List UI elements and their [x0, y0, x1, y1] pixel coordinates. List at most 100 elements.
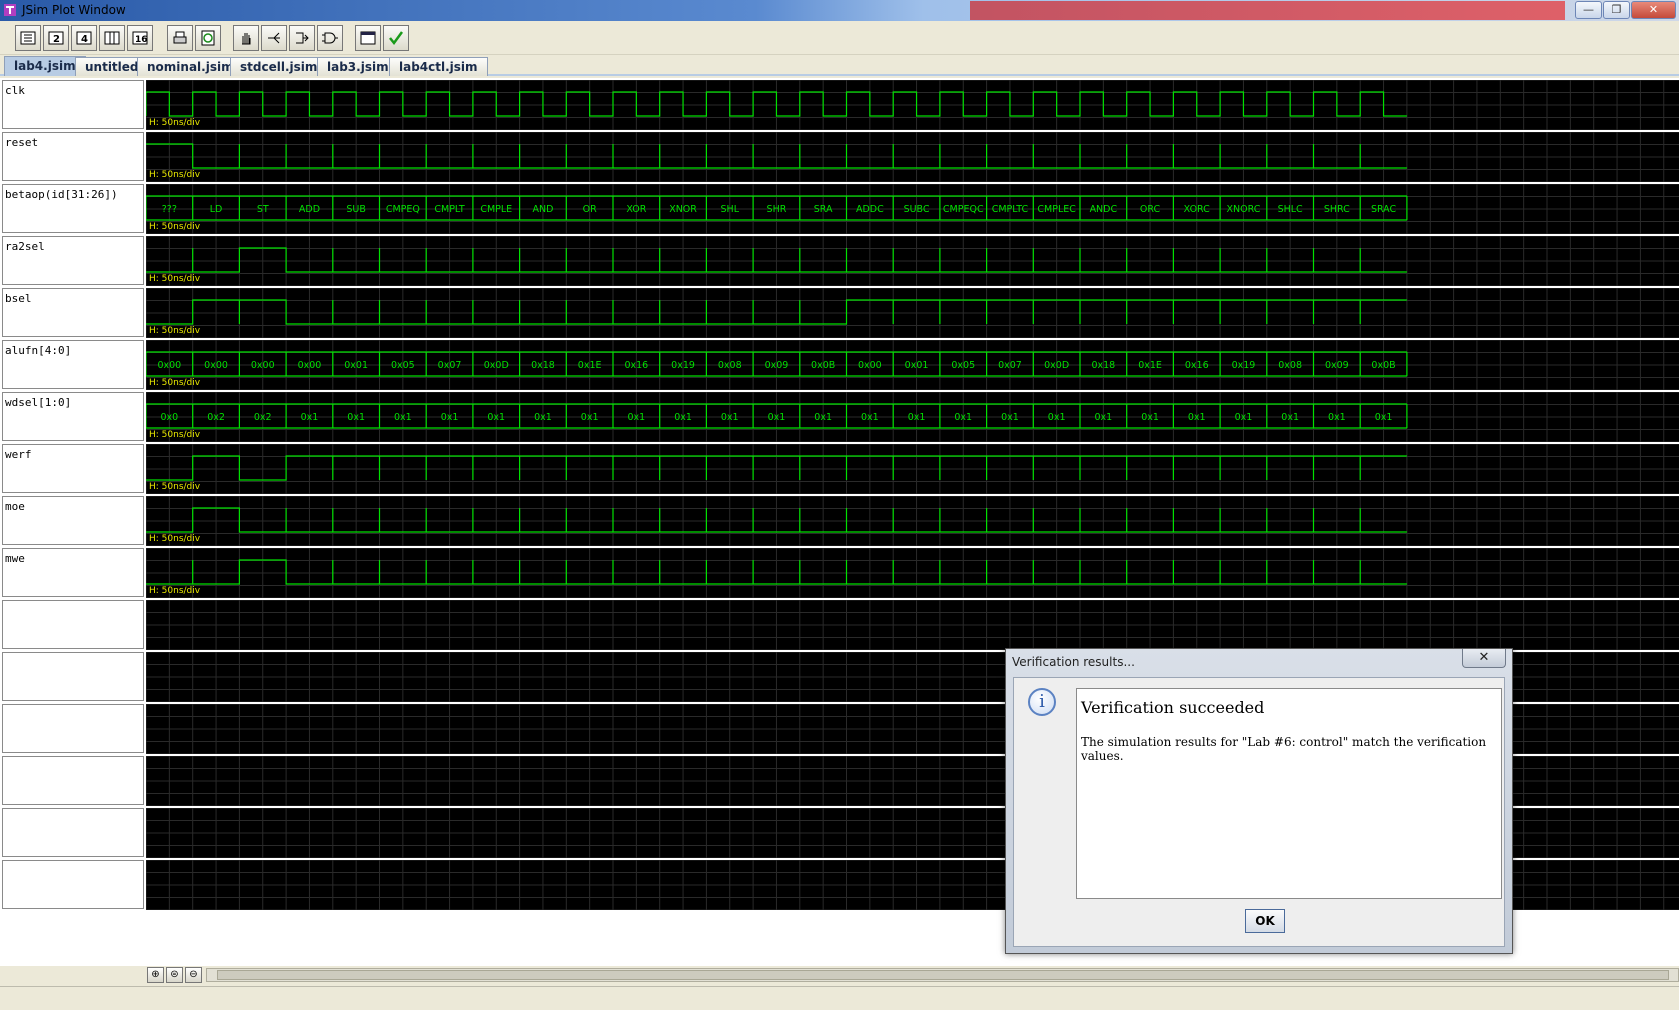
bus-value: 0x16 — [624, 360, 648, 371]
waveform-svg — [146, 600, 1679, 650]
minimize-button[interactable]: — — [1575, 1, 1602, 19]
zoom-out-icon[interactable]: ⊖ — [185, 967, 202, 983]
info-icon: i — [1028, 688, 1056, 716]
bus-segment — [845, 403, 894, 429]
scrollbar-thumb[interactable] — [217, 970, 1669, 980]
signal-label-box[interactable]: reset — [2, 132, 144, 181]
tab-lab4ctl[interactable]: lab4ctl.jsim — [389, 57, 488, 76]
tab-stdcell[interactable]: stdcell.jsim — [230, 57, 328, 76]
bus-value: 0x00 — [298, 360, 322, 371]
tab-untitled[interactable]: untitled — [75, 57, 149, 76]
signal-label-box[interactable] — [2, 704, 144, 753]
bus-segment — [752, 195, 800, 221]
bus-segment — [799, 195, 847, 221]
signal-label-box[interactable]: wdsel[1:0] — [2, 392, 144, 441]
bus-value: CMPEQ — [386, 204, 420, 215]
bus-value: SHLC — [1278, 204, 1303, 215]
signal-label-box[interactable]: ra2sel — [2, 236, 144, 285]
zoom-fit-icon[interactable]: ⊜ — [166, 967, 183, 983]
scale-label: H: 50ns/div — [149, 222, 201, 232]
waveform-panel[interactable]: 0x00 0x00 0x00 0x00 0x01 0x05 0x07 0x0D 0x18 0x1E… — [146, 340, 1679, 390]
view-3-icon[interactable]: 4 — [71, 25, 97, 51]
waveform-panel[interactable]: H: 50ns/div — [146, 444, 1679, 494]
bus-segment — [1032, 351, 1080, 377]
refresh-icon[interactable] — [195, 25, 221, 51]
print-icon[interactable] — [167, 25, 193, 51]
waveform-panel[interactable]: H: 50ns/div — [146, 288, 1679, 338]
bus-value: 0x05 — [951, 360, 975, 371]
toolbar: 2 4 16 — [0, 21, 1679, 55]
checkmark-icon[interactable] — [383, 25, 409, 51]
signal-label-box[interactable] — [2, 756, 144, 805]
bus-segment — [378, 195, 427, 221]
view-1-icon[interactable] — [15, 25, 41, 51]
signal-label-box[interactable]: bsel — [2, 288, 144, 337]
app-icon — [4, 4, 16, 16]
bus-segment — [285, 195, 333, 221]
signal-label-box[interactable] — [2, 860, 144, 909]
signal-label-box[interactable]: clk — [2, 80, 144, 129]
waveform-panel[interactable]: H: 50ns/div — [146, 236, 1679, 286]
signal-label-box[interactable] — [2, 600, 144, 649]
bus-segment — [1079, 351, 1127, 377]
waveform-svg — [146, 288, 1679, 338]
waveform-panel[interactable] — [146, 600, 1679, 650]
signal-label-box[interactable]: alufn[4:0] — [2, 340, 144, 389]
zoom-in-icon[interactable]: ⊕ — [147, 967, 164, 983]
hand-icon[interactable] — [233, 25, 259, 51]
bus-segment — [1172, 195, 1221, 221]
bus-segment — [1266, 195, 1314, 221]
bus-value: 0x1 — [534, 412, 552, 423]
bus-value: 0x19 — [1232, 360, 1256, 371]
signal-row: wdsel[1:0] 0x0 0x2 0x2 0x1 0x1 0x1 0x1 0x1 0x1 0x1… — [0, 390, 1679, 442]
waveform-panel[interactable]: ??? LD ST ADD SUB CMPEQ CMPLT CMPLE AND OR XOR XNOR… — [146, 184, 1679, 234]
bus-segment — [146, 351, 193, 377]
signal-label-box[interactable] — [2, 652, 144, 701]
horizontal-scrollbar[interactable] — [206, 968, 1679, 982]
waveform-panel[interactable]: H: 50ns/div — [146, 132, 1679, 182]
waveform-panel[interactable]: 0x0 0x2 0x2 0x1 0x1 0x1 0x1 0x1 0x1 0x1 0x1 0x1 0x1 0… — [146, 392, 1679, 442]
bus-value: 0x16 — [1185, 360, 1209, 371]
tab-lab3[interactable]: lab3.jsim — [317, 57, 399, 76]
bus-value: 0x1 — [861, 412, 879, 423]
bus-segment — [192, 195, 240, 221]
ok-button[interactable]: OK — [1245, 909, 1285, 933]
tab-nominal[interactable]: nominal.jsim — [137, 57, 244, 76]
waveform-panel[interactable]: H: 50ns/div — [146, 80, 1679, 130]
waveform-panel[interactable]: H: 50ns/div — [146, 548, 1679, 598]
signal-label-box[interactable]: mwe — [2, 548, 144, 597]
split-icon[interactable] — [289, 25, 315, 51]
tab-lab4[interactable]: lab4.jsim — [4, 56, 86, 76]
bus-segment — [472, 195, 520, 221]
bus-segment — [332, 351, 380, 377]
bus-value: ORC — [1140, 204, 1161, 215]
bus-segment — [845, 351, 894, 377]
signal-label-box[interactable]: werf — [2, 444, 144, 493]
bus-segment — [238, 403, 287, 429]
scale-label: H: 50ns/div — [149, 274, 201, 284]
view-4-icon[interactable] — [99, 25, 125, 51]
bus-value: 0x1 — [487, 412, 505, 423]
bus-value: 0x09 — [765, 360, 789, 371]
fork-icon[interactable] — [261, 25, 287, 51]
dialog-close-button[interactable]: ✕ — [1462, 649, 1506, 668]
bus-value: 0x1 — [1094, 412, 1112, 423]
scale-label: H: 50ns/div — [149, 170, 201, 180]
gate-icon[interactable] — [317, 25, 343, 51]
view-5-icon[interactable]: 16 — [127, 25, 153, 51]
digital-trace — [146, 455, 1407, 481]
signal-row: bsel H: 50ns/div — [0, 286, 1679, 338]
waveform-svg — [146, 236, 1679, 286]
bus-value: SUB — [346, 204, 366, 215]
signal-label-box[interactable] — [2, 808, 144, 857]
bus-value: ADDC — [856, 204, 884, 215]
window-icon[interactable] — [355, 25, 381, 51]
view-2-icon[interactable]: 2 — [43, 25, 69, 51]
waveform-panel[interactable]: H: 50ns/div — [146, 496, 1679, 546]
maximize-button[interactable]: ❐ — [1603, 1, 1630, 19]
signal-label-box[interactable]: betaop(id[31:26]) — [2, 184, 144, 233]
signal-label-box[interactable]: moe — [2, 496, 144, 545]
close-window-button[interactable]: ✕ — [1631, 1, 1676, 19]
bus-value: CMPEQC — [943, 204, 984, 215]
digital-trace — [146, 507, 1407, 533]
